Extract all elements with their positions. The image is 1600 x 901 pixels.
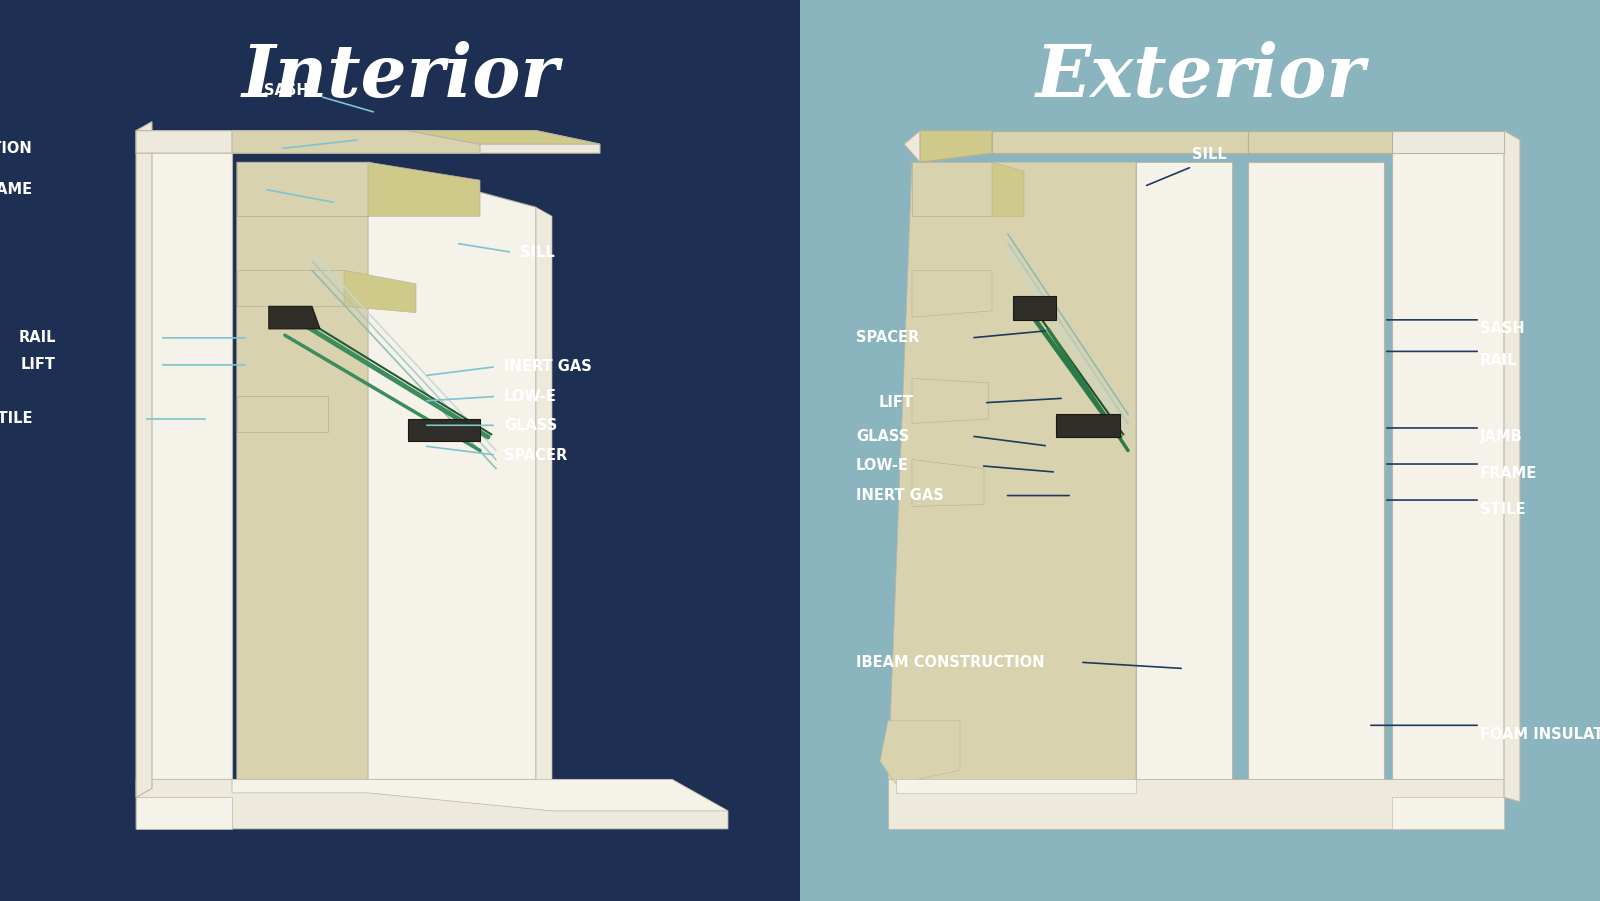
Polygon shape xyxy=(1056,414,1120,437)
Polygon shape xyxy=(1248,131,1392,153)
Polygon shape xyxy=(408,419,480,441)
Polygon shape xyxy=(344,270,416,313)
Polygon shape xyxy=(368,162,536,793)
Polygon shape xyxy=(904,131,992,162)
Text: SPACER: SPACER xyxy=(856,331,920,345)
Polygon shape xyxy=(237,270,344,306)
Polygon shape xyxy=(912,270,992,317)
Text: LOW-E: LOW-E xyxy=(504,389,557,404)
Text: SASH: SASH xyxy=(1480,322,1525,336)
Text: LOW-E: LOW-E xyxy=(856,459,909,473)
Polygon shape xyxy=(1392,131,1504,797)
Polygon shape xyxy=(237,162,368,216)
Text: FUSION WELDED FRAME: FUSION WELDED FRAME xyxy=(0,182,32,196)
Text: INERT GAS: INERT GAS xyxy=(856,488,944,503)
Polygon shape xyxy=(992,131,1248,153)
Text: FOAM INSULATION: FOAM INSULATION xyxy=(1480,727,1600,742)
Text: STILE: STILE xyxy=(1480,502,1525,516)
Polygon shape xyxy=(237,396,328,432)
Text: SASH: SASH xyxy=(264,83,309,97)
Polygon shape xyxy=(136,779,728,829)
Polygon shape xyxy=(136,797,232,829)
Text: SPACER: SPACER xyxy=(504,448,568,462)
Polygon shape xyxy=(136,131,600,153)
Text: IBEAM CONSTRUCTION: IBEAM CONSTRUCTION xyxy=(856,655,1045,669)
Polygon shape xyxy=(880,721,960,784)
Polygon shape xyxy=(1392,797,1504,829)
Text: FOAM INSULATION: FOAM INSULATION xyxy=(0,141,32,156)
Text: LIFT: LIFT xyxy=(21,358,56,372)
Polygon shape xyxy=(1013,296,1056,320)
Text: SILL: SILL xyxy=(1192,148,1227,162)
Polygon shape xyxy=(920,131,992,162)
Text: STILE: STILE xyxy=(0,412,32,426)
Polygon shape xyxy=(920,131,1504,153)
Text: Interior: Interior xyxy=(242,41,558,112)
Text: JAMB: JAMB xyxy=(1480,430,1523,444)
Polygon shape xyxy=(136,122,152,797)
Text: GLASS: GLASS xyxy=(856,429,909,443)
Polygon shape xyxy=(992,162,1024,216)
Text: GLASS: GLASS xyxy=(504,418,557,432)
Polygon shape xyxy=(888,779,1504,829)
Polygon shape xyxy=(1136,162,1232,793)
Polygon shape xyxy=(232,131,480,153)
Polygon shape xyxy=(888,162,1136,793)
Polygon shape xyxy=(536,207,552,797)
Text: INERT GAS: INERT GAS xyxy=(504,359,592,374)
Text: FRAME: FRAME xyxy=(1480,466,1538,480)
Polygon shape xyxy=(237,162,544,793)
Text: RAIL: RAIL xyxy=(19,331,56,345)
Bar xyxy=(800,0,1600,901)
Text: SILL: SILL xyxy=(520,245,555,259)
Polygon shape xyxy=(232,779,728,811)
Polygon shape xyxy=(1248,162,1384,793)
Polygon shape xyxy=(912,378,989,423)
Polygon shape xyxy=(269,306,320,329)
Text: LIFT: LIFT xyxy=(878,396,914,410)
Polygon shape xyxy=(408,131,600,144)
Polygon shape xyxy=(912,162,992,216)
Bar xyxy=(0,0,800,901)
Polygon shape xyxy=(896,779,1136,793)
Text: RAIL: RAIL xyxy=(1480,353,1517,368)
Polygon shape xyxy=(136,131,232,797)
Polygon shape xyxy=(368,162,480,216)
Polygon shape xyxy=(1504,131,1520,802)
Text: Exterior: Exterior xyxy=(1035,41,1365,112)
Polygon shape xyxy=(912,460,984,506)
